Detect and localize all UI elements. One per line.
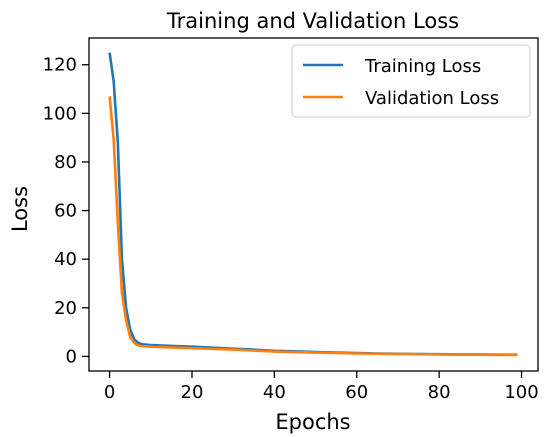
x-axis-label: Epochs <box>275 410 350 434</box>
y-tick-label: 40 <box>54 249 77 270</box>
axes-frame <box>88 37 539 372</box>
y-tick-label: 0 <box>66 346 77 367</box>
series-line-validation-loss <box>108 96 518 357</box>
x-tick-label: 20 <box>181 382 204 403</box>
x-tick-label: 80 <box>428 382 451 403</box>
x-tick-label: 100 <box>504 382 538 403</box>
x-tick-label: 60 <box>345 382 368 403</box>
y-axis-label: Loss <box>8 186 32 232</box>
legend-box <box>291 44 531 118</box>
y-tick-label: 120 <box>43 55 77 76</box>
y-tick-label: 80 <box>54 152 77 173</box>
legend-label: Training Loss <box>364 56 481 77</box>
x-tick-label: 40 <box>263 382 286 403</box>
y-tick-label: 100 <box>43 103 77 124</box>
legend-label: Validation Loss <box>365 88 499 109</box>
y-tick-label: 60 <box>54 201 77 222</box>
plot-area: 0 20 40 60 80 100 0 20 40 60 80 100 120 Training Loss… <box>43 37 539 403</box>
y-tick-label: 20 <box>54 298 77 319</box>
chart-title: Training and Validation Loss <box>166 9 459 33</box>
x-tick-label: 0 <box>104 382 115 403</box>
